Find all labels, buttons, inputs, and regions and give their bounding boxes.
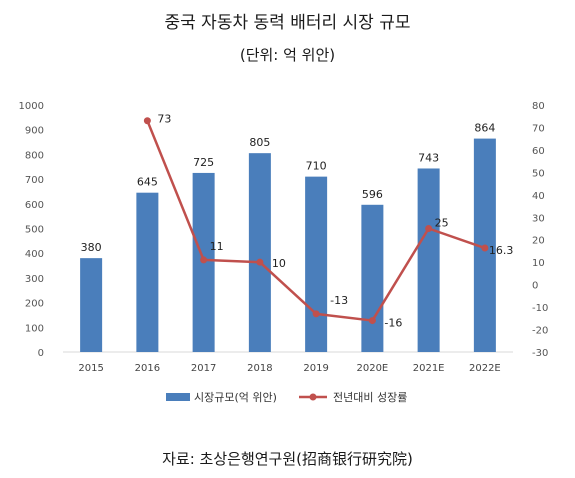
y-right-tick-label: 0 (532, 281, 538, 292)
line-point (312, 310, 320, 318)
line-data-label: 73 (157, 113, 171, 126)
y-right-tick-label: 40 (532, 191, 545, 202)
line-data-label: 25 (435, 217, 449, 230)
y-left-tick-label: 800 (25, 150, 44, 161)
bar-data-label: 710 (306, 160, 327, 173)
source-note: 자료: 초상은행연구원(招商银行研究院) (162, 450, 413, 468)
y-right-tick-label: 70 (532, 123, 545, 134)
x-tick-label: 2018 (247, 363, 272, 374)
bar-data-label: 864 (474, 122, 495, 135)
bar (361, 204, 384, 352)
line-data-label: 10 (272, 257, 286, 270)
bar-series (80, 138, 496, 352)
y-left-tick-label: 300 (25, 274, 44, 285)
bar-data-label: 725 (193, 156, 214, 169)
legend-swatch-bar (166, 393, 190, 401)
y-right-tick-label: -10 (532, 303, 548, 314)
y-right-tick-label: 60 (532, 146, 545, 157)
bar (248, 153, 271, 352)
y-right-tick-label: 20 (532, 236, 545, 247)
bar-data-label: 645 (137, 176, 158, 189)
x-tick-label: 2021E (413, 363, 445, 374)
line-point (256, 258, 264, 266)
x-tick-label: 2015 (78, 363, 103, 374)
y-left-tick-label: 100 (25, 323, 44, 334)
y-right-tick-label: -20 (532, 326, 548, 337)
x-tick-label: 2016 (135, 363, 160, 374)
bar-data-label: 743 (418, 151, 439, 164)
line-point (368, 317, 376, 325)
line-data-label: 16.3 (489, 244, 514, 257)
y-left-tick-label: 900 (25, 126, 44, 137)
legend-label-bar: 시장규모(억 위안) (194, 391, 277, 404)
line-point (143, 117, 151, 125)
bar-data-label: 596 (362, 188, 383, 201)
line-point (481, 244, 489, 252)
growth-data-labels: 73 11 10 -13 -16 25 16.3 (157, 113, 513, 330)
y-left-tick-label: 400 (25, 249, 44, 260)
chart-subtitle: (단위: 억 위안) (239, 46, 336, 64)
line-point (425, 225, 433, 232)
y-left-tick-label: 1000 (19, 101, 44, 112)
x-tick-label: 2019 (303, 363, 328, 374)
x-tick-label: 2017 (191, 363, 216, 374)
x-axis-categories: 2015 2016 2017 2018 2019 2020E 2021E 2022E (78, 363, 500, 374)
line-data-label: -16 (384, 317, 402, 330)
legend: 시장규모(억 위안) 전년대비 성장률 (166, 391, 407, 404)
y-left-tick-label: 600 (25, 200, 44, 211)
bar (136, 192, 159, 352)
y-right-tick-label: 80 (532, 101, 545, 112)
x-tick-label: 2022E (469, 363, 501, 374)
x-tick-label: 2020E (356, 363, 388, 374)
bar-data-label: 380 (81, 241, 102, 254)
legend-label-line: 전년대비 성장률 (333, 391, 407, 404)
y-right-tick-label: 50 (532, 168, 545, 179)
line-data-label: 11 (210, 240, 224, 253)
legend-swatch-marker (309, 393, 317, 401)
y-left-tick-label: 200 (25, 299, 44, 310)
y-axis-left: 0 100 200 300 400 500 600 700 800 900 1000 (19, 101, 44, 359)
y-left-tick-label: 700 (25, 175, 44, 186)
bar (305, 176, 328, 352)
bar (417, 168, 440, 352)
y-right-tick-label: 30 (532, 213, 545, 224)
growth-line-series (143, 117, 489, 325)
line-point (200, 256, 208, 264)
y-right-tick-label: 10 (532, 258, 545, 269)
bar-data-labels: 380 645 725 805 710 596 743 864 (81, 122, 496, 255)
y-left-tick-label: 500 (25, 225, 44, 236)
y-left-tick-label: 0 (38, 348, 44, 359)
bar-data-label: 805 (249, 136, 270, 149)
y-right-tick-label: -30 (532, 348, 548, 359)
bar (80, 258, 103, 352)
y-axis-right: -30 -20 -10 0 10 20 30 40 50 60 70 80 (532, 101, 548, 359)
line-data-label: -13 (330, 294, 348, 307)
chart-title: 중국 자동차 동력 배터리 시장 규모 (164, 13, 411, 33)
